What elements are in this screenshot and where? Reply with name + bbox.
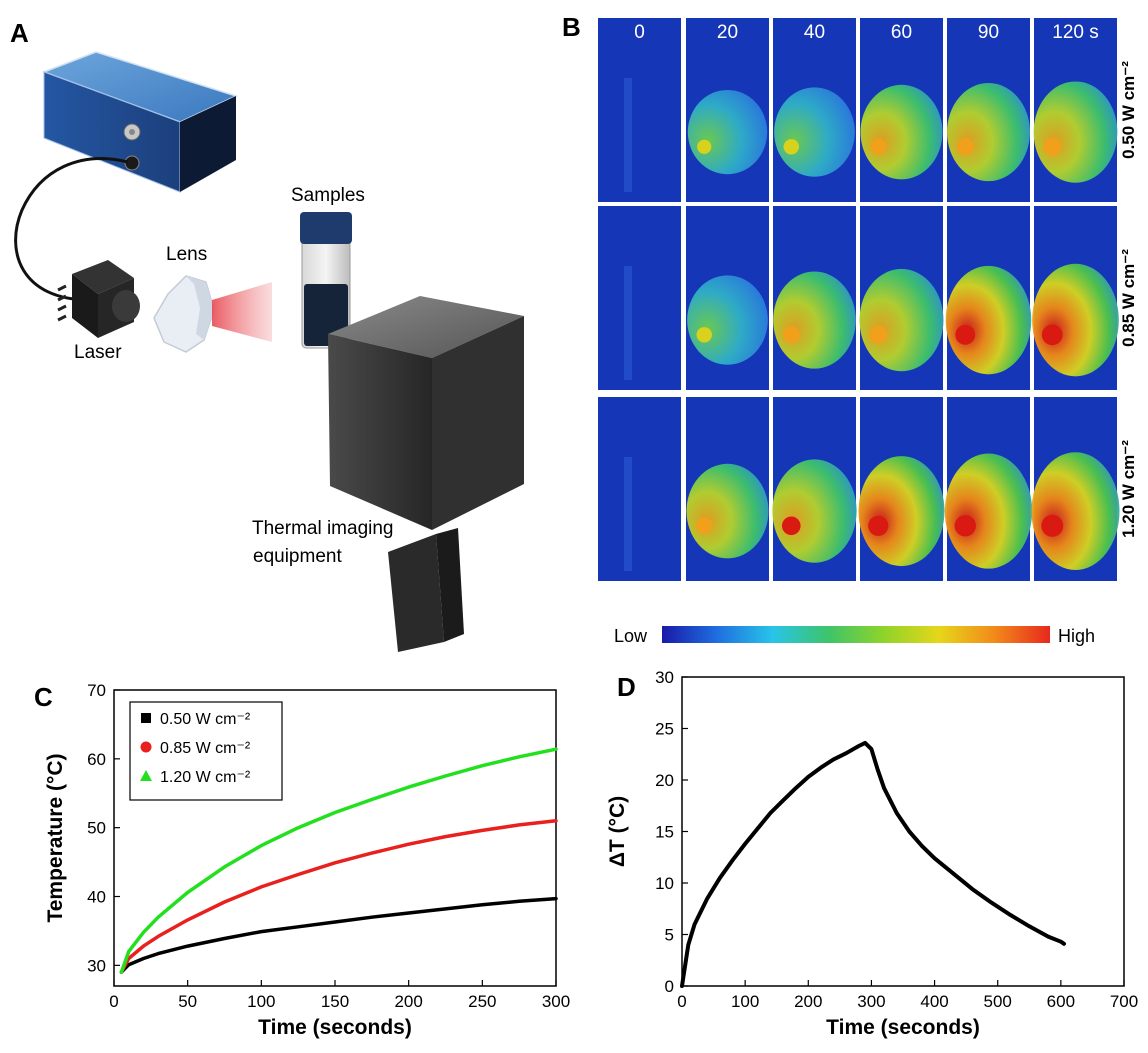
thermal-cell (686, 18, 769, 202)
x-tick-label: 400 (920, 992, 948, 1011)
thermal-cell (945, 206, 1032, 390)
x-tick-label: 150 (321, 992, 349, 1011)
thermal-label-line1: Thermal imaging (252, 518, 394, 539)
thermal-cell (686, 397, 769, 581)
legend-marker (140, 741, 152, 753)
thermal-cell (1031, 397, 1120, 581)
laser-label: Laser (74, 342, 122, 363)
time-label: 120 s (1052, 22, 1098, 43)
panel-letter-a: A (10, 18, 29, 48)
sample-vial-icon (300, 212, 352, 349)
time-label: 20 (717, 22, 738, 43)
legend-label: 1.20 W cm⁻² (160, 769, 251, 786)
laser-power-box (41, 51, 239, 193)
thermal-cell (1032, 206, 1119, 390)
legend-label: 0.50 W cm⁻² (160, 711, 251, 728)
series-line (119, 896, 558, 974)
time-label: 0 (634, 22, 645, 43)
x-tick-label: 700 (1110, 992, 1138, 1011)
x-tick-label: 200 (394, 992, 422, 1011)
delta-t-chart: 0 100 200 300 400 500 600 700 0 5 10 15 20 25 30 Time (… (606, 668, 1138, 1039)
laser-beam (212, 282, 272, 342)
lens-icon (153, 275, 215, 353)
row-label: 0.50 W cm⁻² (1119, 61, 1138, 159)
thermal-label-line2: equipment (253, 546, 342, 567)
row-label: 0.85 W cm⁻² (1119, 249, 1138, 347)
y-tick-label: 20 (655, 771, 674, 790)
thermal-cell (686, 206, 769, 390)
time-label: 60 (891, 22, 912, 43)
legend-marker (141, 713, 151, 723)
y-tick-label: 70 (87, 681, 106, 700)
time-label: 90 (978, 22, 999, 43)
thermal-cell (598, 18, 681, 202)
x-tick-label: 300 (542, 992, 570, 1011)
thermal-cell (773, 18, 856, 202)
thermal-cell (858, 397, 945, 581)
y-tick-label: 50 (87, 819, 106, 838)
y-tick-label: 25 (655, 720, 674, 739)
thermal-cell (859, 206, 944, 390)
y-tick-label: 40 (87, 888, 106, 907)
thermal-cell (947, 18, 1030, 202)
x-tick-label: 200 (794, 992, 822, 1011)
colorbar (662, 626, 1050, 643)
x-tick-label: 100 (247, 992, 275, 1011)
thermal-cell (944, 397, 1033, 581)
legend: 0.50 W cm⁻² 0.85 W cm⁻² 1.20 W cm⁻² (129, 701, 283, 801)
time-label: 40 (804, 22, 825, 43)
series-line (680, 740, 1066, 988)
legend-label: 0.85 W cm⁻² (160, 740, 251, 757)
lens-label: Lens (166, 244, 208, 265)
thermal-cell (860, 18, 943, 202)
x-tick-label: 0 (109, 992, 118, 1011)
panel-letter-d: D (617, 672, 636, 702)
panel-letter-c: C (34, 682, 53, 712)
series-line (119, 747, 558, 974)
x-tick-label: 300 (857, 992, 885, 1011)
y-tick-label: 0 (665, 977, 674, 996)
thermal-camera-icon (328, 296, 524, 652)
y-tick-label: 30 (87, 956, 106, 975)
series-line (119, 819, 558, 974)
y-axis-title: Temperature (°C) (44, 753, 67, 922)
thermal-cell (598, 206, 681, 390)
setup-illustration (14, 51, 524, 652)
x-axis-title: Time (seconds) (826, 1016, 980, 1039)
laser-cable (14, 157, 129, 302)
colorbar-high-label: High (1058, 626, 1095, 646)
y-axis-title: ΔT (°C) (606, 796, 629, 867)
thermal-cell (773, 206, 856, 390)
colorbar-low-label: Low (614, 626, 648, 646)
thermal-cell (772, 397, 857, 581)
y-tick-label: 30 (655, 668, 674, 687)
x-tick-label: 0 (677, 992, 686, 1011)
x-axis-title: Time (seconds) (258, 1016, 412, 1039)
x-tick-label: 500 (984, 992, 1012, 1011)
y-tick-label: 5 (665, 926, 674, 945)
x-tick-label: 600 (1047, 992, 1075, 1011)
y-tick-label: 10 (655, 874, 674, 893)
laser-head-icon (57, 260, 140, 338)
temperature-chart: 0 50 100 150 200 250 300 30 40 50 60 70 Time (second… (44, 681, 570, 1039)
row-label: 1.20 W cm⁻² (1119, 440, 1138, 538)
y-tick-label: 60 (87, 750, 106, 769)
thermal-cell (598, 397, 681, 581)
x-tick-label: 50 (178, 992, 197, 1011)
x-tick-label: 100 (731, 992, 759, 1011)
y-tick-label: 15 (655, 823, 674, 842)
panel-letter-b: B (562, 12, 581, 42)
samples-label: Samples (291, 185, 365, 206)
x-tick-label: 250 (468, 992, 496, 1011)
thermal-cell (1033, 18, 1118, 202)
legend-marker (140, 770, 152, 781)
